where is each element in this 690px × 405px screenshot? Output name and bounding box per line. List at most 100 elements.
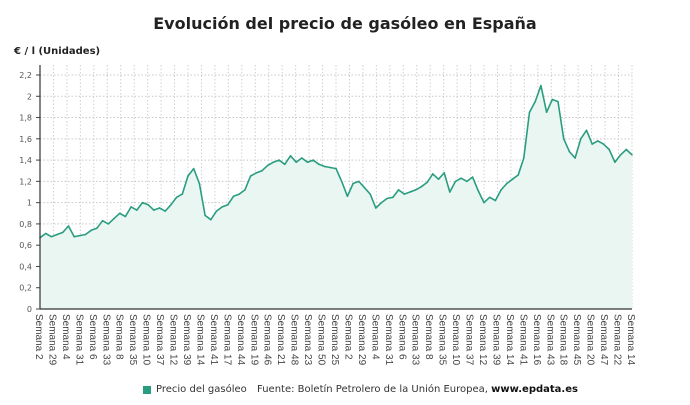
legend: Precio del gasóleo	[143, 384, 247, 395]
data-point	[124, 215, 127, 218]
y-axis-label: € / l (Unidades)	[14, 46, 101, 57]
source-note: Fuente: Boletín Petrolero de la Unión Eu…	[257, 384, 578, 395]
y-tick-label: 0,2	[19, 284, 32, 293]
x-tick-label: Semana 39	[181, 314, 192, 366]
data-point	[56, 233, 58, 236]
data-point	[437, 178, 440, 181]
x-tick-label: Semana 14	[504, 314, 515, 366]
x-tick-label: Semana 6	[396, 314, 407, 360]
x-tick-label: Semana 39	[490, 314, 501, 366]
x-tick-label: Semana 10	[141, 314, 152, 366]
data-point	[597, 140, 599, 142]
x-tick-label: Semana 2	[342, 314, 353, 360]
data-point	[261, 169, 263, 172]
data-point	[73, 235, 75, 238]
x-tick-label: Semana 50	[316, 314, 327, 366]
data-point	[494, 199, 497, 202]
data-point	[209, 218, 212, 221]
data-point	[471, 176, 474, 178]
data-point	[90, 229, 93, 232]
x-tick-label: Semana 41	[517, 314, 528, 366]
data-point	[562, 138, 565, 140]
x-tick-label: Semana 44	[235, 314, 246, 366]
data-point	[107, 223, 110, 225]
x-tick-label: Semana 35	[127, 314, 138, 366]
x-tick-label: Semana 2	[33, 314, 44, 360]
data-point	[232, 195, 235, 198]
x-tick-label: Semana 29	[356, 314, 367, 366]
data-point	[283, 163, 286, 166]
y-tick-label: 2,2	[19, 71, 32, 80]
x-tick-label: Semana 10	[450, 314, 461, 366]
data-point	[181, 193, 184, 195]
data-point	[340, 180, 343, 183]
x-tick-label: Semana 46	[262, 314, 273, 366]
data-point	[96, 227, 98, 229]
data-point	[79, 234, 81, 237]
x-tick-label: Semana 31	[73, 314, 84, 366]
data-point	[295, 161, 297, 164]
x-tick-label: Semana 4	[60, 314, 71, 360]
data-point	[545, 111, 548, 114]
data-point	[602, 143, 605, 145]
x-tick-label: Semana 8	[114, 314, 125, 360]
data-point	[249, 175, 252, 177]
data-point	[329, 166, 332, 169]
data-point	[454, 180, 457, 183]
x-tick-label: Semana 8	[423, 314, 434, 360]
data-point	[392, 196, 394, 199]
data-point	[198, 182, 201, 185]
data-point	[386, 197, 389, 200]
data-point	[221, 206, 223, 208]
y-tick-label: 1,4	[19, 156, 32, 165]
data-point	[323, 165, 326, 168]
x-tick-label: Semana 4	[369, 314, 380, 360]
x-tick-label: Semana 14	[625, 314, 636, 366]
x-tick-label: Semana 37	[464, 314, 475, 366]
y-tick-label: 2	[27, 92, 32, 101]
data-point	[266, 164, 269, 167]
x-tick-label: Semana 37	[154, 314, 165, 366]
data-point	[397, 189, 400, 191]
data-point	[164, 210, 167, 212]
data-point	[511, 178, 514, 181]
x-tick-label: Semana 33	[410, 314, 421, 366]
data-point	[50, 235, 53, 238]
x-tick-label: Semana 20	[585, 314, 596, 366]
series-area	[40, 85, 632, 309]
x-tick-label: Semana 6	[87, 314, 98, 360]
data-point	[619, 153, 622, 156]
data-point	[414, 189, 417, 191]
data-point	[318, 163, 320, 166]
data-point	[204, 214, 206, 217]
source-text: Fuente: Boletín Petrolero de la Unión Eu…	[257, 384, 488, 395]
data-point	[591, 143, 593, 145]
data-point	[443, 172, 445, 174]
data-point	[523, 157, 525, 159]
x-tick-label: Semana 29	[46, 314, 57, 366]
data-point	[118, 212, 121, 215]
data-point	[585, 129, 588, 132]
data-point	[409, 191, 411, 193]
data-point	[540, 84, 542, 87]
data-point	[238, 193, 241, 195]
x-tick-label: Semana 41	[208, 314, 219, 366]
y-tick-label: 1,6	[19, 135, 32, 144]
data-point	[477, 190, 480, 192]
data-point	[380, 201, 383, 204]
data-point	[488, 196, 491, 199]
data-point	[449, 191, 451, 193]
x-tick-label: Semana 48	[289, 314, 300, 366]
data-point	[614, 161, 616, 164]
x-tick-label: Semana 16	[531, 314, 542, 366]
data-point	[227, 203, 229, 206]
data-point	[192, 167, 195, 170]
data-point	[113, 217, 115, 220]
data-point	[534, 100, 537, 103]
x-tick-label: Semana 43	[544, 314, 555, 366]
data-point	[505, 182, 508, 185]
data-point	[61, 231, 64, 234]
x-tick-label: Semana 12	[168, 314, 179, 366]
data-point	[301, 157, 303, 159]
